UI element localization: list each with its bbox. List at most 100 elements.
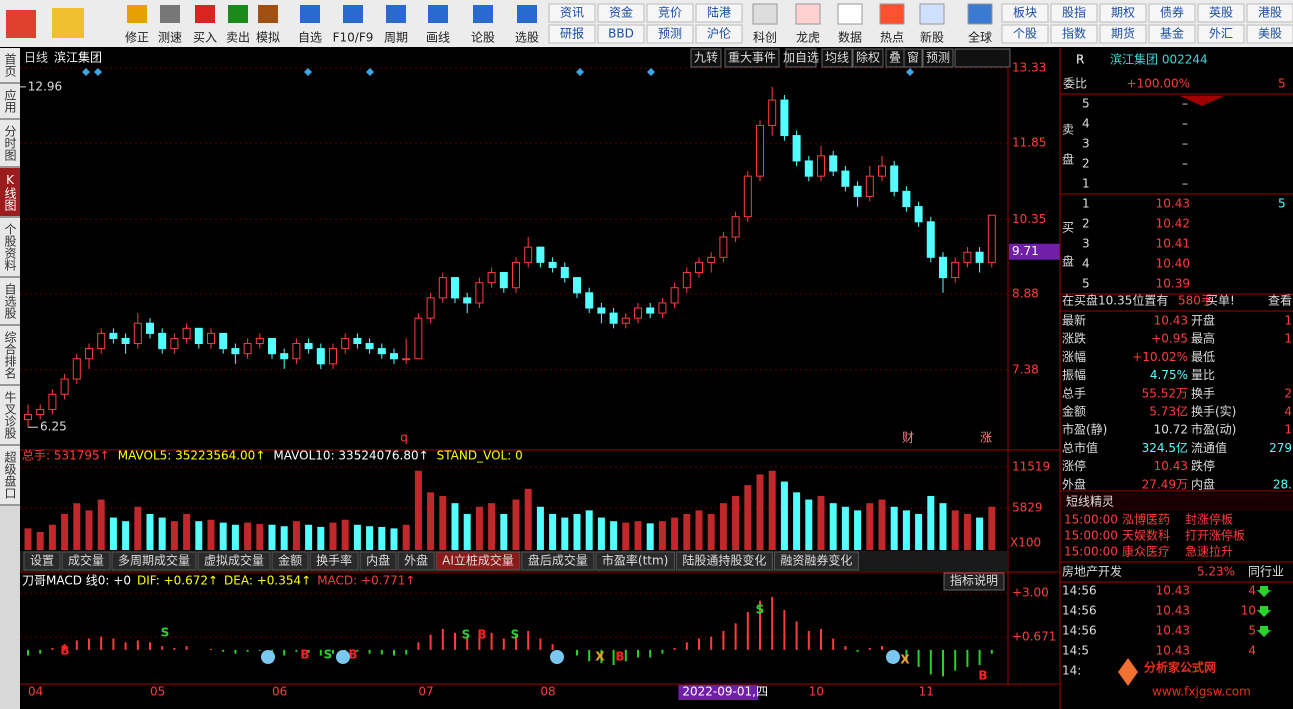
volume-bar	[475, 506, 483, 550]
side-tab[interactable]: K线图	[0, 168, 20, 218]
link-button[interactable]: 英股	[1209, 6, 1233, 20]
feature-button[interactable]: 全球	[968, 30, 992, 45]
stat-label: 振幅	[1062, 367, 1086, 382]
link-button[interactable]: 板块	[1013, 6, 1037, 20]
feature-button[interactable]: 新股	[920, 30, 944, 45]
stat-value: 4	[1284, 405, 1292, 419]
header-button[interactable]: 叠	[889, 51, 901, 65]
indicator-tab[interactable]: 换手率	[316, 553, 352, 568]
feature-button[interactable]: 热点	[880, 31, 904, 45]
tool-button[interactable]: 画线	[426, 31, 450, 45]
tool-button[interactable]: F10/F9	[333, 31, 374, 45]
link-button[interactable]: 外汇	[1209, 27, 1233, 41]
stat-value: 10.72	[1154, 423, 1188, 437]
tool-button[interactable]: 自选	[298, 31, 322, 45]
tick-price: 10.43	[1156, 584, 1190, 598]
side-tab[interactable]: 自选股	[0, 278, 20, 326]
side-tab[interactable]: 应用	[0, 84, 20, 120]
link-button[interactable]: 指数	[1062, 26, 1086, 41]
link-button[interactable]: 预测	[658, 27, 682, 41]
indicator-tab[interactable]: 陆股通持股变化	[682, 553, 766, 568]
candle-body	[207, 332, 215, 345]
header-button[interactable]: 窗	[907, 51, 919, 65]
link-button[interactable]: 债券	[1160, 5, 1184, 20]
indicator-tab[interactable]: 多周期成交量	[118, 553, 190, 568]
header-button[interactable]: 除权	[856, 50, 880, 65]
signal: B	[978, 669, 987, 683]
side-tab[interactable]: 牛叉诊股	[0, 386, 20, 446]
side-tab[interactable]: 分时图	[0, 120, 20, 168]
indicator-tab[interactable]: 融资融券变化	[780, 553, 852, 568]
header-button[interactable]: 均线	[825, 51, 849, 65]
side-tab[interactable]: 首页	[0, 48, 20, 84]
tool-icon	[343, 5, 363, 23]
side-tab[interactable]: 超级盘口	[0, 446, 20, 506]
price: –	[1182, 137, 1188, 151]
indicator-tab[interactable]: 成交量	[68, 553, 104, 568]
volume-bar	[390, 528, 398, 550]
link-button[interactable]: 股指	[1062, 5, 1086, 20]
candle-body	[219, 332, 228, 350]
stat-value: 10.43	[1154, 314, 1188, 328]
link-button[interactable]: 竞价	[658, 6, 682, 20]
link-button[interactable]: 个股	[1013, 27, 1037, 41]
indicator-tab[interactable]: 外盘	[404, 553, 428, 568]
volume-bar	[170, 521, 178, 550]
volume-bar	[122, 521, 130, 550]
notice-link[interactable]: 查看	[1268, 294, 1292, 308]
side-tab[interactable]: 个股资料	[0, 218, 20, 278]
tick-volume: 10	[1241, 604, 1256, 618]
link-button[interactable]: 港股	[1258, 6, 1282, 20]
tool-button[interactable]: 论股	[471, 31, 495, 45]
signal: S	[756, 603, 765, 617]
header-button[interactable]: 九转	[694, 50, 718, 65]
link-button[interactable]: BBD	[608, 27, 634, 41]
link-button[interactable]: 基金	[1160, 26, 1184, 41]
stat-label: 最新	[1062, 313, 1086, 328]
signal: B	[615, 650, 624, 664]
industry-link[interactable]: 同行业	[1248, 565, 1284, 579]
indicator-tab[interactable]: 盘后成交量	[528, 553, 588, 568]
tool-button[interactable]: 修正	[125, 30, 149, 45]
link-button[interactable]: 研报	[560, 26, 584, 41]
link-button[interactable]: 沪伦	[707, 26, 731, 41]
sprite-header	[1061, 493, 1293, 511]
feature-button[interactable]: 数据	[838, 30, 862, 45]
tool-button[interactable]: 选股	[515, 31, 539, 45]
link-button[interactable]: 美股	[1258, 27, 1282, 41]
stat-value: 5.73亿	[1149, 404, 1188, 419]
volume: 5	[1278, 197, 1286, 211]
link-box	[1246, 24, 1293, 44]
link-button[interactable]: 陆港	[707, 5, 731, 20]
link-button[interactable]: 期货	[1111, 26, 1135, 41]
feature-button[interactable]: 龙虎	[796, 31, 820, 45]
indicator-tab[interactable]: 金额	[278, 553, 302, 568]
level: 4	[1082, 117, 1090, 131]
tool-button[interactable]: 卖出	[226, 31, 250, 45]
tool-button[interactable]: 买入	[193, 31, 217, 45]
side-tab[interactable]: 综合排名	[0, 326, 20, 386]
header-button[interactable]: 重大事件	[728, 51, 776, 65]
macd-header: DIF: +0.672↑	[137, 574, 218, 588]
sprite-item: 天娱数科	[1122, 528, 1170, 543]
header-button[interactable]: 预测	[926, 51, 950, 65]
indicator-tab[interactable]: AI立桩成交量	[442, 553, 514, 568]
volume-bar	[573, 513, 581, 550]
tool-button[interactable]: 模拟	[256, 31, 280, 45]
ratio-label: 委比	[1063, 77, 1087, 91]
link-box	[1197, 24, 1245, 44]
volume-header: STAND_VOL: 0	[437, 449, 523, 463]
feature-button[interactable]: 科创	[753, 31, 777, 45]
indicator-tab[interactable]: 虚拟成交量	[204, 553, 264, 568]
header-button[interactable]: 加自选	[783, 51, 819, 65]
indicator-tab[interactable]: 市盈率(ttm)	[602, 553, 668, 568]
tool-button[interactable]: 测速	[158, 31, 182, 45]
tool-button[interactable]: 周期	[384, 31, 408, 45]
link-button[interactable]: 资讯	[560, 6, 584, 20]
help-button[interactable]: 指标说明	[950, 573, 998, 588]
link-button[interactable]: 期权	[1111, 6, 1135, 20]
indicator-tab[interactable]: 设置	[30, 554, 54, 568]
link-button[interactable]: 资金	[609, 5, 633, 20]
indicator-tab[interactable]: 内盘	[366, 553, 390, 568]
volume-bar	[854, 510, 862, 550]
